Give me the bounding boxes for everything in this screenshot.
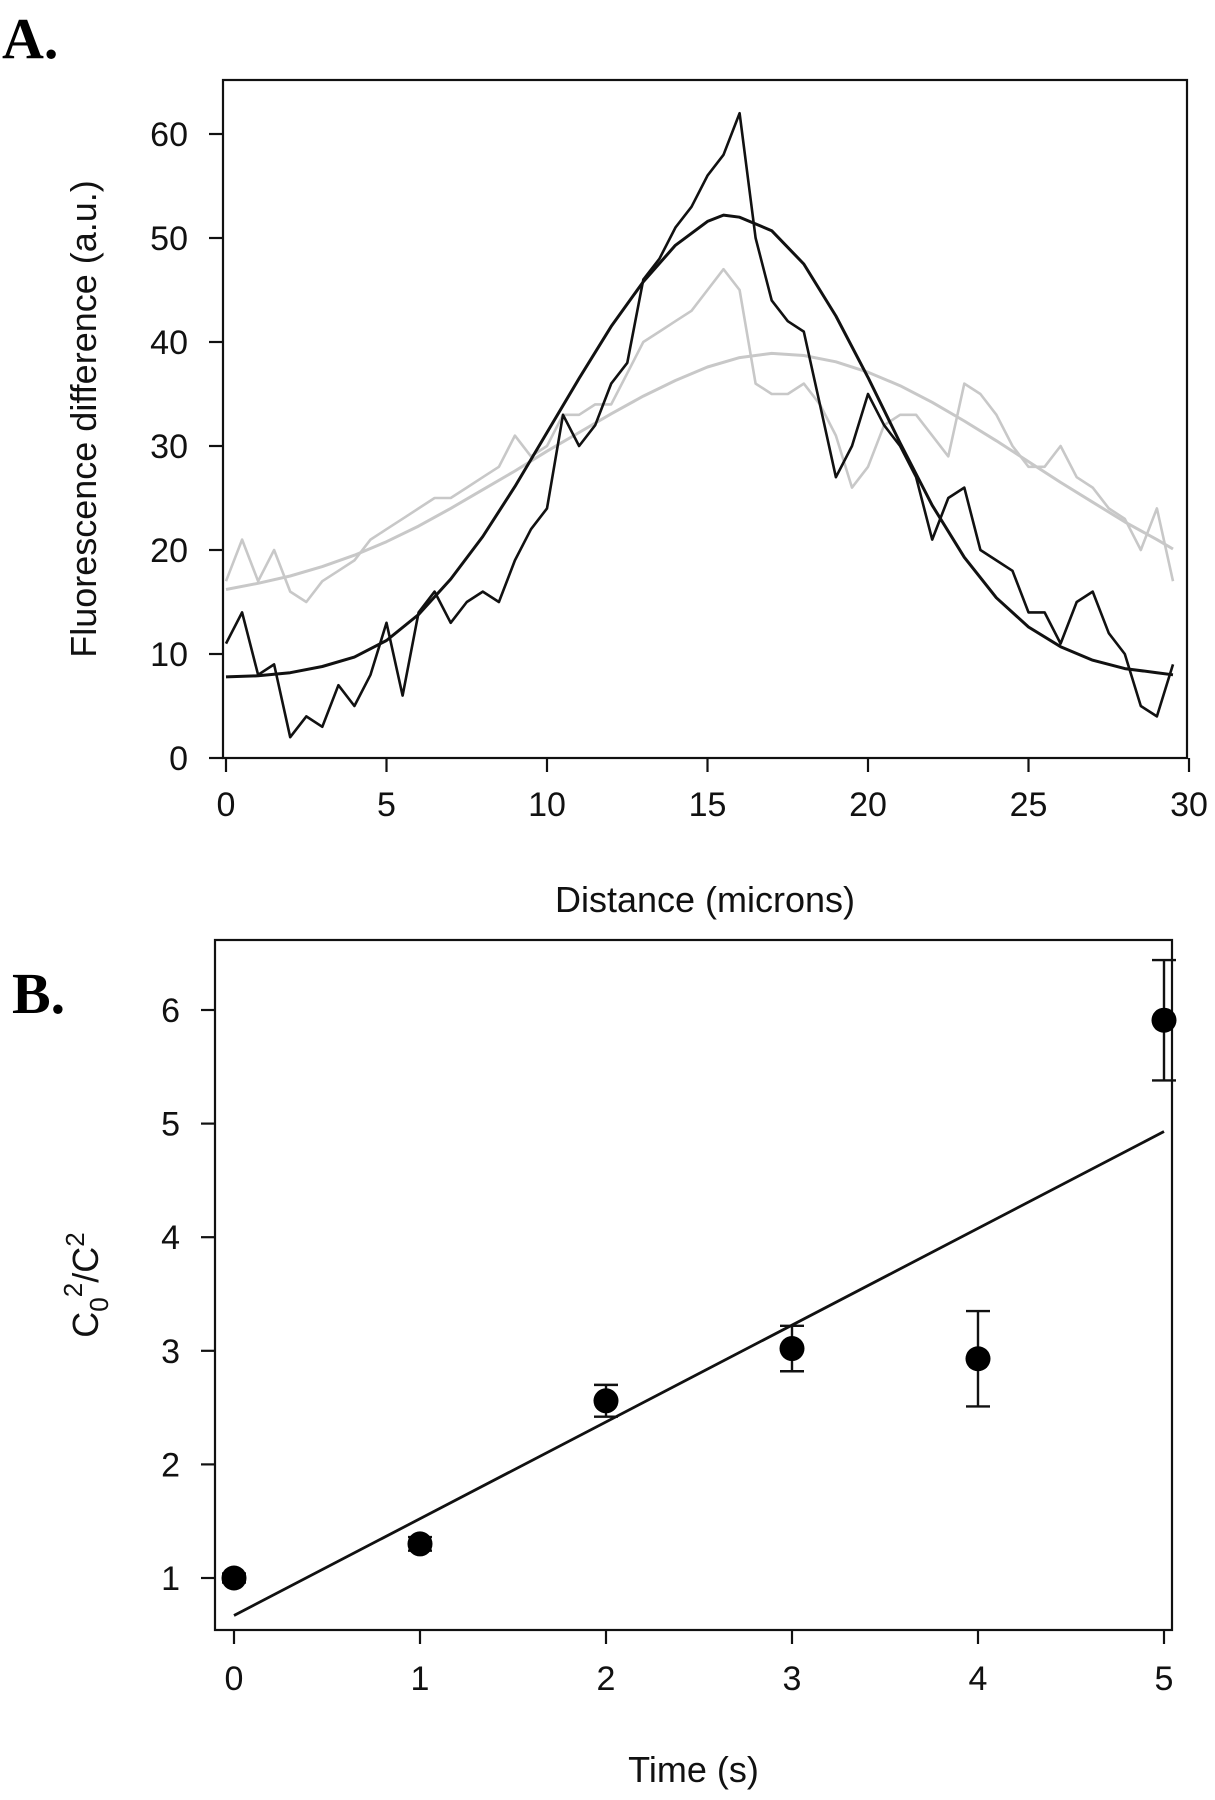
x-tick-label: 2 <box>597 1660 616 1698</box>
panel-a-chart: 0 5 10 15 20 25 30 0 10 20 30 40 50 60 Distance (micro… <box>63 78 1208 920</box>
x-tick-label: 3 <box>783 1660 802 1698</box>
y-tick-label: 10 <box>150 636 188 674</box>
series-line-4-fit <box>225 213 1174 679</box>
x-tick-label: 0 <box>225 1660 244 1698</box>
data-point <box>407 1531 433 1557</box>
y-tick-label: 4 <box>161 1219 180 1257</box>
y-tick-label: 1 <box>161 1560 180 1598</box>
y-tick-label: 20 <box>150 532 188 570</box>
series-line-2-fit <box>225 351 1174 591</box>
y-tick-label: 0 <box>169 740 188 778</box>
x-tick-label: 15 <box>689 786 727 824</box>
y-tick-label: 60 <box>150 116 188 154</box>
x-tick-label: 0 <box>217 786 236 824</box>
x-tick-label: 1 <box>411 1660 430 1698</box>
y-axis-title-part: C <box>65 1312 106 1338</box>
series-line-1-data <box>224 267 1175 604</box>
x-tick-label: 4 <box>969 1660 988 1698</box>
data-point <box>965 1346 991 1372</box>
x-tick-label: 5 <box>1155 1660 1174 1698</box>
data-point <box>1151 1007 1177 1033</box>
x-axis-title: Distance (microns) <box>555 879 855 920</box>
y-tick-label: 50 <box>150 220 188 258</box>
data-point <box>779 1336 805 1362</box>
y-axis-title: C02/C2 <box>58 1232 114 1337</box>
x-axis-title: Time (s) <box>628 1749 759 1790</box>
x-tick-label: 30 <box>1170 786 1208 824</box>
x-tick-label: 10 <box>528 786 566 824</box>
fit-line <box>233 1130 1165 1617</box>
y-axis-title-part: /C <box>65 1247 106 1283</box>
series-line-3-data <box>224 111 1175 739</box>
data-point <box>593 1388 619 1414</box>
panel-a-label: A. <box>2 6 58 71</box>
y-tick-label: 30 <box>150 428 188 466</box>
y-axis-title-part: 0 <box>84 1297 114 1311</box>
plot-frame <box>221 78 1189 760</box>
y-tick-label: 40 <box>150 324 188 362</box>
y-tick-label: 2 <box>161 1446 180 1484</box>
y-axis-title-part: 2 <box>60 1232 90 1246</box>
y-tick-label: 3 <box>161 1333 180 1371</box>
data-point <box>221 1565 247 1591</box>
y-axis-title-part: 2 <box>58 1283 88 1297</box>
y-tick-label: 5 <box>161 1106 180 1144</box>
panel-b-label: B. <box>12 961 65 1026</box>
plot-frame <box>213 938 1174 1632</box>
x-tick-label: 25 <box>1010 786 1048 824</box>
y-tick-label: 6 <box>161 992 180 1030</box>
x-tick-label: 5 <box>377 786 396 824</box>
x-tick-label: 20 <box>849 786 887 824</box>
y-axis-title: Fluorescence difference (a.u.) <box>63 180 104 658</box>
